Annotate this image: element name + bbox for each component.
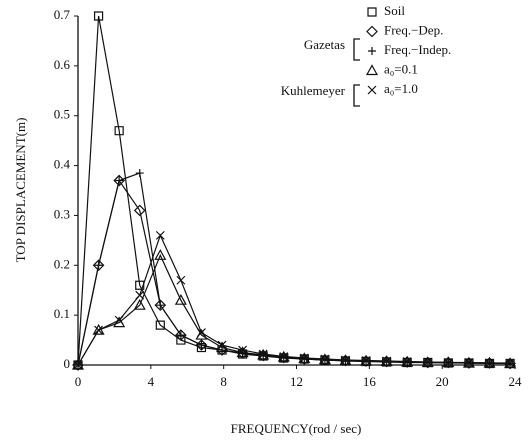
legend-label: Freq.−Dep.: [384, 22, 443, 37]
y-tick-label: 0.7: [54, 7, 71, 22]
x-tick-label: 0: [75, 374, 82, 389]
data-point: [402, 357, 412, 366]
data-point: [320, 354, 330, 364]
series-line: [77, 253, 511, 366]
data-point: [464, 358, 474, 367]
data-point: [196, 342, 207, 353]
data-point: [217, 340, 227, 350]
data-point: [423, 357, 433, 367]
data-point: [114, 126, 124, 136]
data-point: [279, 352, 289, 361]
x-tick-label: 16: [363, 374, 377, 389]
annotation: Kuhlemeyer: [281, 83, 346, 98]
data-point: [299, 353, 309, 363]
data-point: [73, 360, 83, 370]
data-point: [155, 320, 165, 330]
data-point: [421, 356, 434, 369]
y-tick-label: 0.1: [54, 306, 70, 321]
data-point: [94, 261, 103, 270]
x-axis-label: FREQUENCY(rod / sec): [231, 421, 362, 436]
legend-marker: [367, 7, 377, 17]
y-axis-label: TOP DISPLACEMENT(m): [13, 118, 28, 263]
y-tick-label: 0.5: [54, 107, 70, 122]
legend-label: Freq.−Indep.: [384, 42, 451, 57]
data-point: [483, 357, 496, 369]
data-point: [92, 323, 105, 335]
data-point: [174, 293, 187, 305]
legend-marker: [365, 64, 379, 76]
axis: [77, 16, 515, 366]
y-tick-label: 0.6: [54, 57, 71, 72]
data-point: [339, 354, 352, 367]
series-line: [77, 233, 511, 366]
data-point: [258, 349, 268, 359]
data-point: [115, 176, 124, 185]
data-point: [175, 329, 187, 341]
data-point: [485, 358, 494, 368]
data-point: [71, 358, 85, 370]
y-tick-label: 0.4: [54, 157, 71, 172]
data-point: [443, 358, 453, 367]
data-point: [94, 325, 103, 335]
y-tick-label: 0: [64, 356, 71, 371]
x-tick-label: 24: [509, 374, 523, 389]
x-tick-label: 12: [290, 374, 303, 389]
data-point: [238, 345, 248, 355]
legend-label: Soil: [384, 3, 405, 18]
data-point: [176, 275, 186, 285]
series-line: [77, 172, 511, 366]
data-point: [197, 341, 206, 350]
legend-marker: [368, 47, 376, 55]
data-point: [135, 280, 145, 290]
x-tick-label: 20: [436, 374, 449, 389]
data-point: [154, 299, 167, 312]
data-point: [504, 357, 516, 370]
legend-marker: [366, 25, 378, 38]
legend-label: a₀=0.1: [384, 61, 418, 76]
data-point: [133, 298, 146, 310]
data-point: [133, 204, 146, 217]
data-point: [360, 355, 372, 367]
data-point: [197, 328, 206, 338]
x-tick-label: 8: [220, 374, 227, 389]
annotation: Gazetas: [304, 37, 345, 52]
data-point: [380, 355, 393, 368]
data-point: [382, 356, 392, 366]
legend-label: a₀=1.0: [384, 81, 418, 96]
data-point: [505, 358, 515, 368]
data-point: [154, 249, 167, 260]
data-point: [463, 357, 475, 369]
data-point: [176, 331, 185, 340]
data-point: [341, 355, 350, 365]
data-point: [72, 359, 84, 371]
data-point: [156, 301, 165, 310]
data-point: [135, 290, 145, 300]
data-point: [135, 169, 144, 178]
legend-marker: [367, 85, 377, 95]
data-point: [92, 259, 105, 272]
data-point: [401, 356, 414, 368]
data-point: [361, 356, 371, 365]
bracket: [353, 38, 360, 61]
y-tick-label: 0.2: [54, 256, 70, 271]
bracket: [353, 84, 360, 107]
y-tick-label: 0.3: [54, 206, 70, 221]
data-point: [114, 315, 124, 325]
data-point: [442, 356, 455, 369]
data-point: [93, 11, 104, 21]
x-tick-label: 4: [148, 374, 155, 389]
data-point: [155, 230, 165, 240]
